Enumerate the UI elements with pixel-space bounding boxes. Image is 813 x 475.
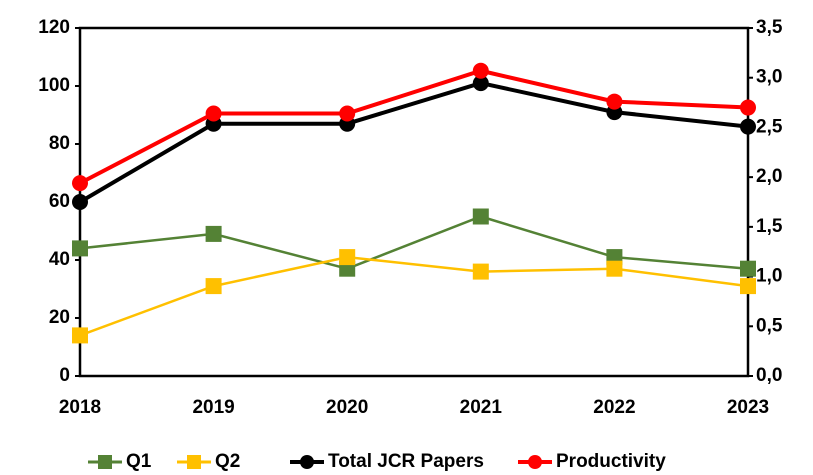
y-tick-label: 80 <box>49 133 70 154</box>
legend-marker <box>187 455 201 469</box>
marker <box>72 240 88 257</box>
legend-label: Q2 <box>215 451 240 472</box>
legend-label: Total JCR Papers <box>328 451 484 472</box>
series-line <box>79 255 749 337</box>
marker <box>339 105 356 122</box>
marker <box>740 278 756 295</box>
marker <box>472 263 489 280</box>
y2-tick-label: 3,5 <box>756 17 783 38</box>
x-tick-label: 2022 <box>593 397 635 418</box>
marker <box>740 260 756 277</box>
x-tick-label: 2020 <box>326 397 368 418</box>
marker <box>606 260 623 277</box>
marker <box>205 225 222 242</box>
y-tick-label: 60 <box>49 191 70 212</box>
x-tick-label: 2021 <box>460 397 503 418</box>
y2-tick-label: 1,5 <box>756 216 783 237</box>
series-line <box>79 215 749 271</box>
y-tick-label: 120 <box>38 17 70 38</box>
x-tick-label: 2018 <box>59 397 101 418</box>
x-tick-label: 2023 <box>727 397 769 418</box>
marker <box>339 249 356 266</box>
y-tick-label: 0 <box>59 365 70 386</box>
y-tick-label: 100 <box>38 75 70 96</box>
legend-label: Productivity <box>556 451 666 472</box>
plot-frame <box>78 26 750 378</box>
marker <box>472 208 489 225</box>
y2-tick-label: 1,0 <box>756 266 782 287</box>
marker <box>72 327 88 344</box>
marker <box>472 75 489 92</box>
marker <box>72 194 88 210</box>
y2-tick-label: 0,5 <box>756 315 783 336</box>
y-tick-label: 20 <box>49 307 70 328</box>
marker <box>740 99 756 116</box>
y2-tick-label: 0,0 <box>756 365 782 386</box>
marker <box>740 118 756 135</box>
marker <box>205 278 222 295</box>
legend-marker <box>528 455 542 469</box>
y2-tick-label: 2,5 <box>756 116 783 137</box>
y2-tick-label: 3,0 <box>756 67 782 88</box>
legend-marker <box>98 455 112 469</box>
marker <box>72 175 88 192</box>
marker <box>472 62 489 79</box>
marker <box>606 93 623 110</box>
series-line <box>79 68 749 185</box>
y-tick-label: 40 <box>49 249 70 270</box>
legend-label: Q1 <box>126 451 152 472</box>
legend-marker <box>300 455 314 469</box>
x-tick-label: 2019 <box>192 397 234 418</box>
y2-tick-label: 2,0 <box>756 166 782 187</box>
marker <box>205 105 222 122</box>
series-line <box>78 81 749 204</box>
